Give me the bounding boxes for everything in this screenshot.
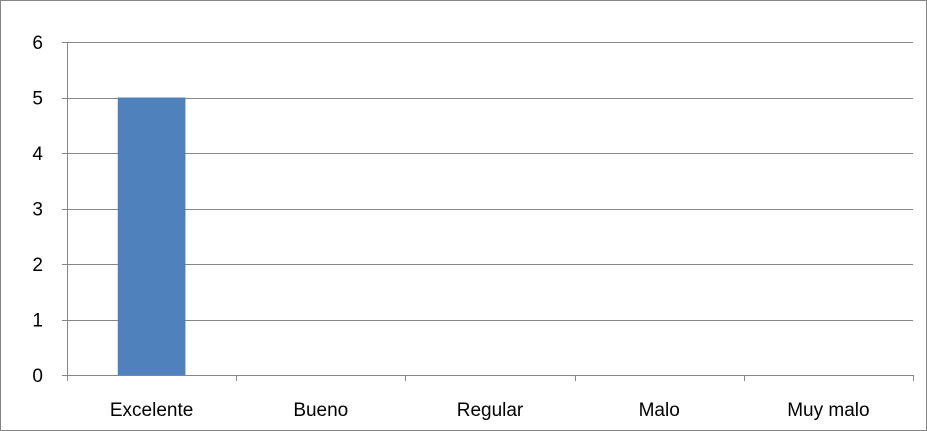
- x-tick-label: Bueno: [293, 400, 348, 421]
- y-tick-label: 0: [32, 366, 43, 387]
- gridlines: [67, 42, 913, 321]
- y-tick-label: 2: [32, 255, 43, 276]
- y-tick-label: 3: [32, 200, 43, 221]
- x-tick-label: Muy malo: [787, 400, 869, 421]
- axes: [62, 42, 914, 381]
- x-tick-label: Excelente: [110, 400, 193, 421]
- y-tick-label: 5: [32, 89, 43, 110]
- bar-excelente: [117, 97, 186, 375]
- y-tick-label: 1: [32, 311, 43, 332]
- y-tick-labels: 0 1 2 3 4 5 6: [32, 33, 43, 387]
- y-tick-label: 4: [32, 144, 43, 165]
- x-tick-label: Malo: [639, 400, 680, 421]
- x-tick-label: Regular: [457, 400, 524, 421]
- y-tick-label: 6: [32, 33, 43, 54]
- bars: [117, 97, 186, 375]
- x-tick-labels: Excelente Bueno Regular Malo Muy malo: [110, 400, 870, 421]
